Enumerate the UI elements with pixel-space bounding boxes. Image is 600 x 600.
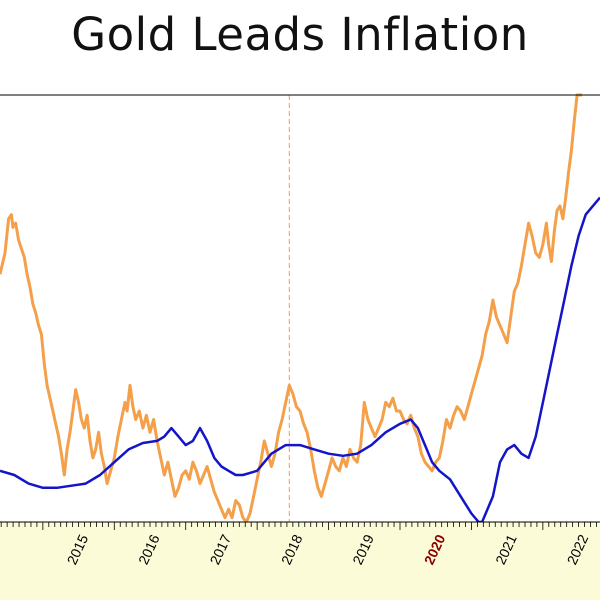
- series-line-1: [0, 93, 583, 524]
- chart-title: Gold Leads Inflation: [71, 8, 529, 61]
- plot-area: [0, 95, 600, 522]
- x-axis-band: [0, 522, 600, 600]
- series-line-2: [0, 196, 600, 524]
